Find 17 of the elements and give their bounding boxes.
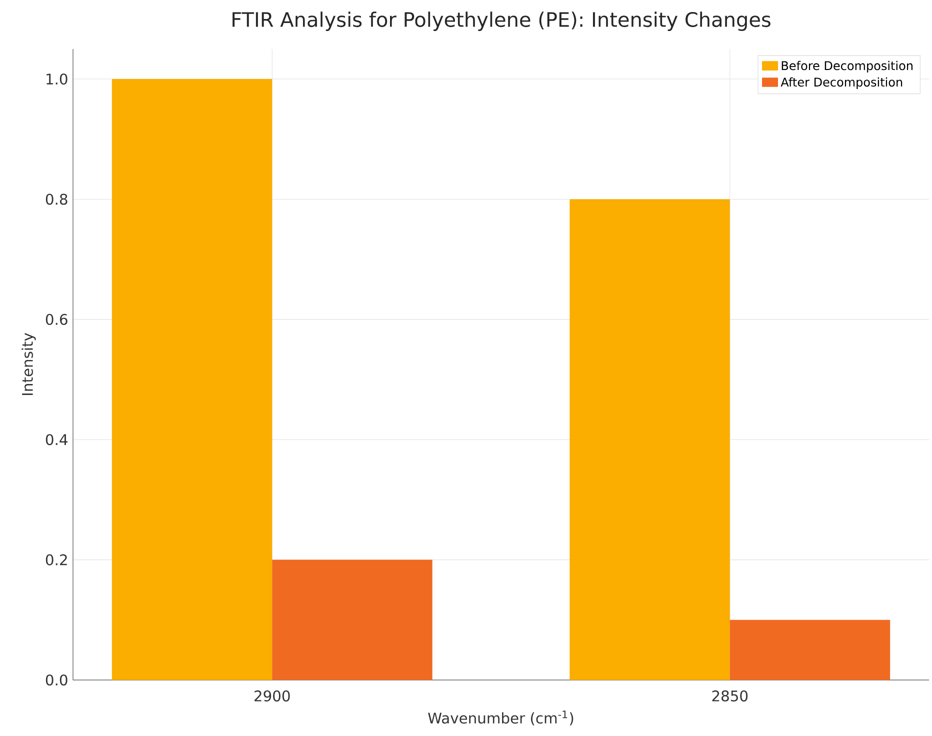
- bar: [112, 79, 272, 680]
- legend-label: After Decomposition: [780, 77, 902, 89]
- y-tick-label: 0.6: [46, 314, 68, 325]
- y-tick-label: 0.4: [46, 434, 68, 446]
- y-tick-label: 0.0: [46, 674, 68, 686]
- x-tick-label: 2900: [254, 690, 290, 702]
- bar: [570, 199, 730, 680]
- y-tick-label: 1.0: [46, 74, 68, 85]
- y-tick-label: 0.2: [46, 554, 67, 566]
- x-axis-title: Wavenumber (cm$^{-1}$): [428, 710, 574, 726]
- chart-title: FTIR Analysis for Polyethylene (PE): Intensity Changes: [232, 12, 770, 31]
- x-tick-label: 2850: [712, 690, 748, 702]
- legend-label: Before Decomposition: [782, 60, 912, 73]
- y-tick-label: 0.8: [46, 194, 68, 205]
- bar: [730, 620, 890, 680]
- bar: [272, 560, 432, 680]
- y-axis-title: Intensity: [22, 333, 36, 395]
